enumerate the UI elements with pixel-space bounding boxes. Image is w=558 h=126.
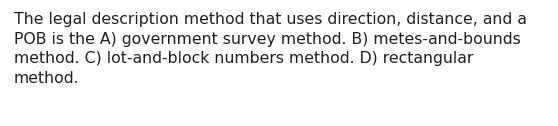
- Text: The legal description method that uses direction, distance, and a
POB is the A) : The legal description method that uses d…: [14, 12, 527, 86]
